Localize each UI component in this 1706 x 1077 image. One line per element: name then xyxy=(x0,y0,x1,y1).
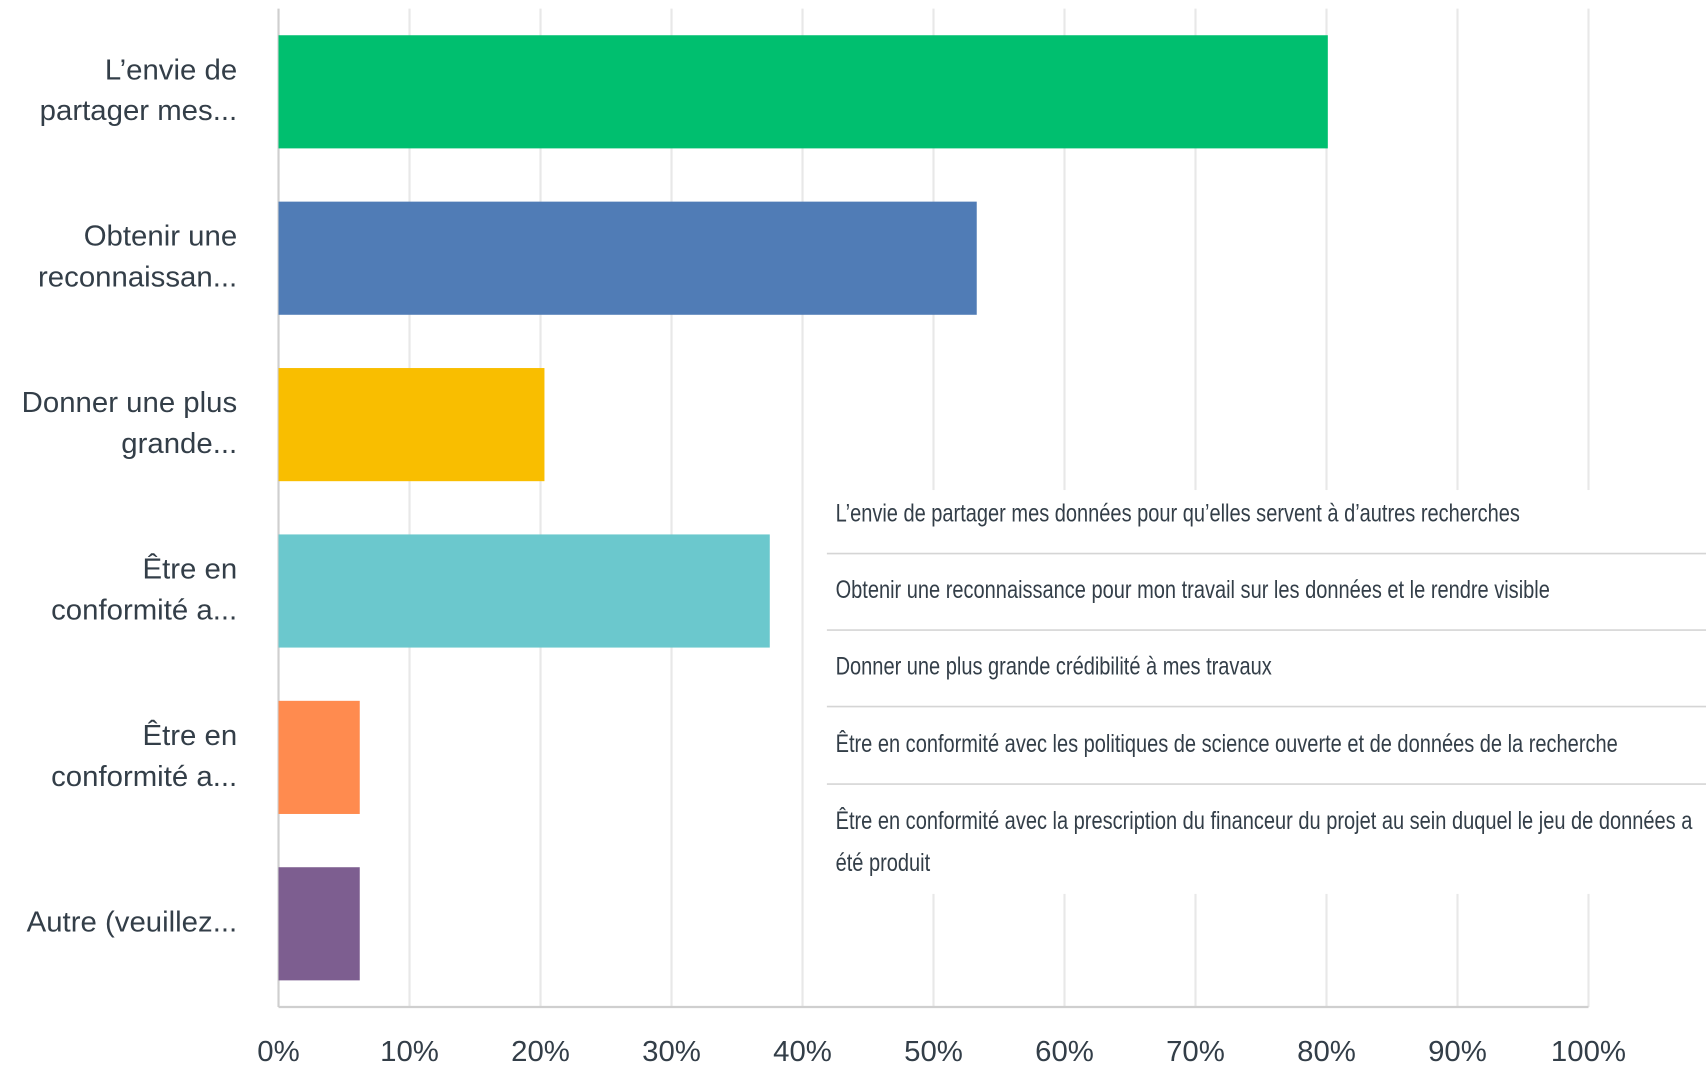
x-tick-label: 10% xyxy=(380,1036,439,1068)
x-tick-label: 0% xyxy=(257,1036,299,1068)
y-tick-label: L’envie de partager mes... xyxy=(40,54,237,127)
x-tick-label: 90% xyxy=(1428,1036,1487,1068)
tooltip-row: Obtenir une reconnaissance pour mon trav… xyxy=(836,576,1550,603)
x-tick-label: 20% xyxy=(511,1036,570,1068)
tooltip-text: Être en conformité avec les politiques d… xyxy=(836,730,1618,757)
y-tick-label: Donner une plus grande... xyxy=(22,387,238,460)
tooltip-row: Donner une plus grande crédibilité à mes… xyxy=(836,652,1273,679)
bar xyxy=(278,35,1328,149)
tooltip-row: Être en conformité avec les politiques d… xyxy=(836,730,1618,757)
tooltip-row: L’envie de partager mes données pour qu’… xyxy=(836,499,1520,526)
x-tick-label: 80% xyxy=(1297,1036,1356,1068)
y-tick-label: Être en conformité a... xyxy=(51,719,237,793)
x-tick-label: 50% xyxy=(904,1036,963,1068)
y-tick-label: Autre (veuillez... xyxy=(27,907,238,939)
tooltip-text: Obtenir une reconnaissance pour mon trav… xyxy=(836,576,1550,603)
tooltip: L’envie de partager mes données pour qu’… xyxy=(826,490,1706,894)
x-tick-label: 30% xyxy=(642,1036,701,1068)
tooltip-box xyxy=(826,490,1706,894)
bar xyxy=(278,201,977,315)
y-tick-label: Obtenir une reconnaissan... xyxy=(38,221,237,294)
x-tick-label: 70% xyxy=(1166,1036,1225,1068)
x-tick-label: 100% xyxy=(1551,1036,1626,1068)
x-tick-label: 60% xyxy=(1035,1036,1094,1068)
tooltip-text: Donner une plus grande crédibilité à mes… xyxy=(836,652,1273,679)
bar xyxy=(278,534,770,648)
tooltip-text: Être en conformité avec la prescription … xyxy=(836,807,1693,877)
tooltip-row: Être en conformité avec la prescription … xyxy=(836,807,1693,877)
y-tick-label: Être en conformité a... xyxy=(51,552,237,626)
bar xyxy=(278,867,360,981)
tooltip-text: L’envie de partager mes données pour qu’… xyxy=(836,499,1520,526)
bar xyxy=(278,700,360,814)
x-tick-label: 40% xyxy=(773,1036,832,1068)
bar xyxy=(278,368,545,482)
